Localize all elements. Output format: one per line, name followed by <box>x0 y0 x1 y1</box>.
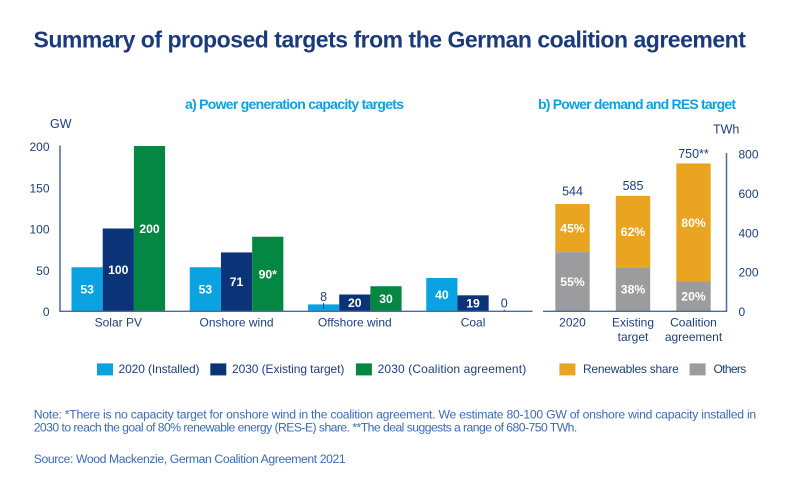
svg-text:target: target <box>618 330 649 344</box>
svg-text:Source: Wood Mackenzie, German: Source: Wood Mackenzie, German Coalition… <box>34 452 346 466</box>
svg-text:100: 100 <box>29 223 49 237</box>
svg-text:800: 800 <box>739 148 759 162</box>
svg-text:Renewables share: Renewables share <box>583 362 679 376</box>
svg-text:Existing: Existing <box>612 316 654 330</box>
svg-text:400: 400 <box>739 226 759 240</box>
svg-text:585: 585 <box>623 179 644 193</box>
svg-text:200: 200 <box>29 140 49 154</box>
svg-text:71: 71 <box>230 275 244 289</box>
svg-text:150: 150 <box>29 181 49 195</box>
svg-text:0: 0 <box>739 305 746 319</box>
svg-text:20: 20 <box>348 296 362 310</box>
svg-text:200: 200 <box>139 222 160 236</box>
svg-text:agreement: agreement <box>665 330 723 344</box>
svg-text:2030 (Existing target): 2030 (Existing target) <box>232 362 344 376</box>
svg-text:62%: 62% <box>621 225 646 239</box>
svg-text:200: 200 <box>739 266 759 280</box>
svg-text:Offshore wind: Offshore wind <box>318 316 392 330</box>
svg-text:0: 0 <box>43 305 50 319</box>
svg-text:Coalition: Coalition <box>670 316 717 330</box>
svg-text:544: 544 <box>562 185 583 199</box>
svg-text:b) Power demand and RES target: b) Power demand and RES target <box>538 96 736 112</box>
svg-text:Solar PV: Solar PV <box>95 316 142 330</box>
svg-text:30: 30 <box>379 292 393 306</box>
svg-text:100: 100 <box>108 263 129 277</box>
svg-text:90*: 90* <box>259 267 278 281</box>
svg-text:750**: 750** <box>678 147 709 161</box>
svg-text:45%: 45% <box>560 221 585 235</box>
svg-text:38%: 38% <box>621 283 646 297</box>
svg-text:Others: Others <box>714 362 747 376</box>
svg-text:8: 8 <box>320 290 327 304</box>
svg-text:80%: 80% <box>681 216 706 230</box>
svg-text:Note: *There is no capacity ta: Note: *There is no capacity target for o… <box>34 408 756 422</box>
svg-text:a) Power generation capacity t: a) Power generation capacity targets <box>185 96 404 112</box>
svg-text:19: 19 <box>466 297 480 311</box>
svg-text:53: 53 <box>199 283 213 297</box>
svg-text:Onshore wind: Onshore wind <box>200 316 274 330</box>
svg-text:53: 53 <box>80 283 94 297</box>
svg-text:2020: 2020 <box>559 316 586 330</box>
svg-text:Coal: Coal <box>461 316 486 330</box>
svg-text:GW: GW <box>50 117 72 131</box>
svg-text:2030 to reach the goal of 80%: 2030 to reach the goal of 80% renewable … <box>34 421 578 435</box>
svg-text:Summary of proposed targets fr: Summary of proposed targets from the Ger… <box>34 27 747 53</box>
svg-text:TWh: TWh <box>713 123 739 137</box>
svg-text:2020 (Installed): 2020 (Installed) <box>119 362 200 376</box>
svg-text:50: 50 <box>36 264 50 278</box>
svg-text:20%: 20% <box>681 290 706 304</box>
svg-text:600: 600 <box>739 187 759 201</box>
svg-text:2030 (Coalition agreement): 2030 (Coalition agreement) <box>378 362 527 376</box>
svg-text:40: 40 <box>435 288 449 302</box>
svg-text:55%: 55% <box>560 275 585 289</box>
svg-text:0: 0 <box>501 296 508 310</box>
